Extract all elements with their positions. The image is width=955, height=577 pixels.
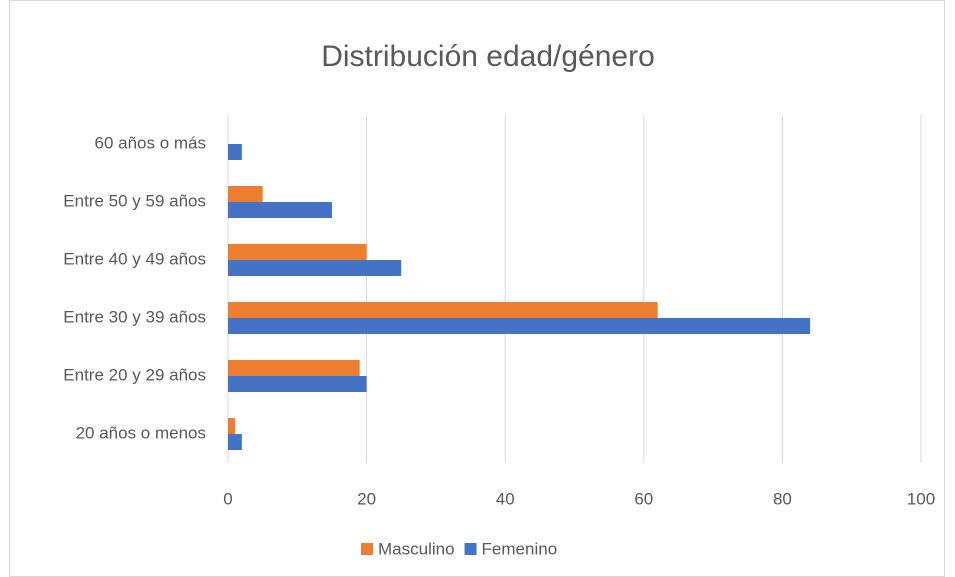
legend-swatch — [464, 543, 477, 555]
bar — [228, 376, 367, 392]
legend-swatch — [361, 543, 373, 555]
legend-label: Masculino — [378, 539, 455, 558]
bar — [228, 260, 402, 276]
x-tick-label: 100 — [907, 489, 935, 508]
y-tick-label: 20 años o menos — [76, 423, 206, 442]
legend-label: Femenino — [482, 539, 558, 558]
x-tick-label: 20 — [357, 489, 376, 508]
bar — [228, 434, 242, 450]
y-tick-label: Entre 50 y 59 años — [63, 191, 206, 210]
chart-title: Distribución edad/género — [321, 40, 655, 73]
x-tick-label: 60 — [634, 489, 653, 508]
y-tick-label: Entre 30 y 39 años — [63, 307, 206, 326]
x-tick-label: 40 — [496, 489, 515, 508]
bar — [228, 202, 332, 218]
chart-frame — [9, 0, 945, 577]
x-tick-label: 80 — [773, 489, 792, 508]
bar — [228, 186, 263, 202]
y-tick-label: Entre 20 y 29 años — [63, 365, 206, 384]
bar — [228, 302, 658, 318]
y-tick-label: Entre 40 y 49 años — [63, 249, 206, 268]
x-tick-label: 0 — [223, 489, 232, 508]
bar — [228, 418, 235, 434]
bar — [228, 144, 242, 160]
bar — [228, 318, 811, 334]
bar — [228, 360, 360, 376]
bar — [228, 244, 367, 260]
y-tick-label: 60 años o más — [94, 133, 206, 152]
